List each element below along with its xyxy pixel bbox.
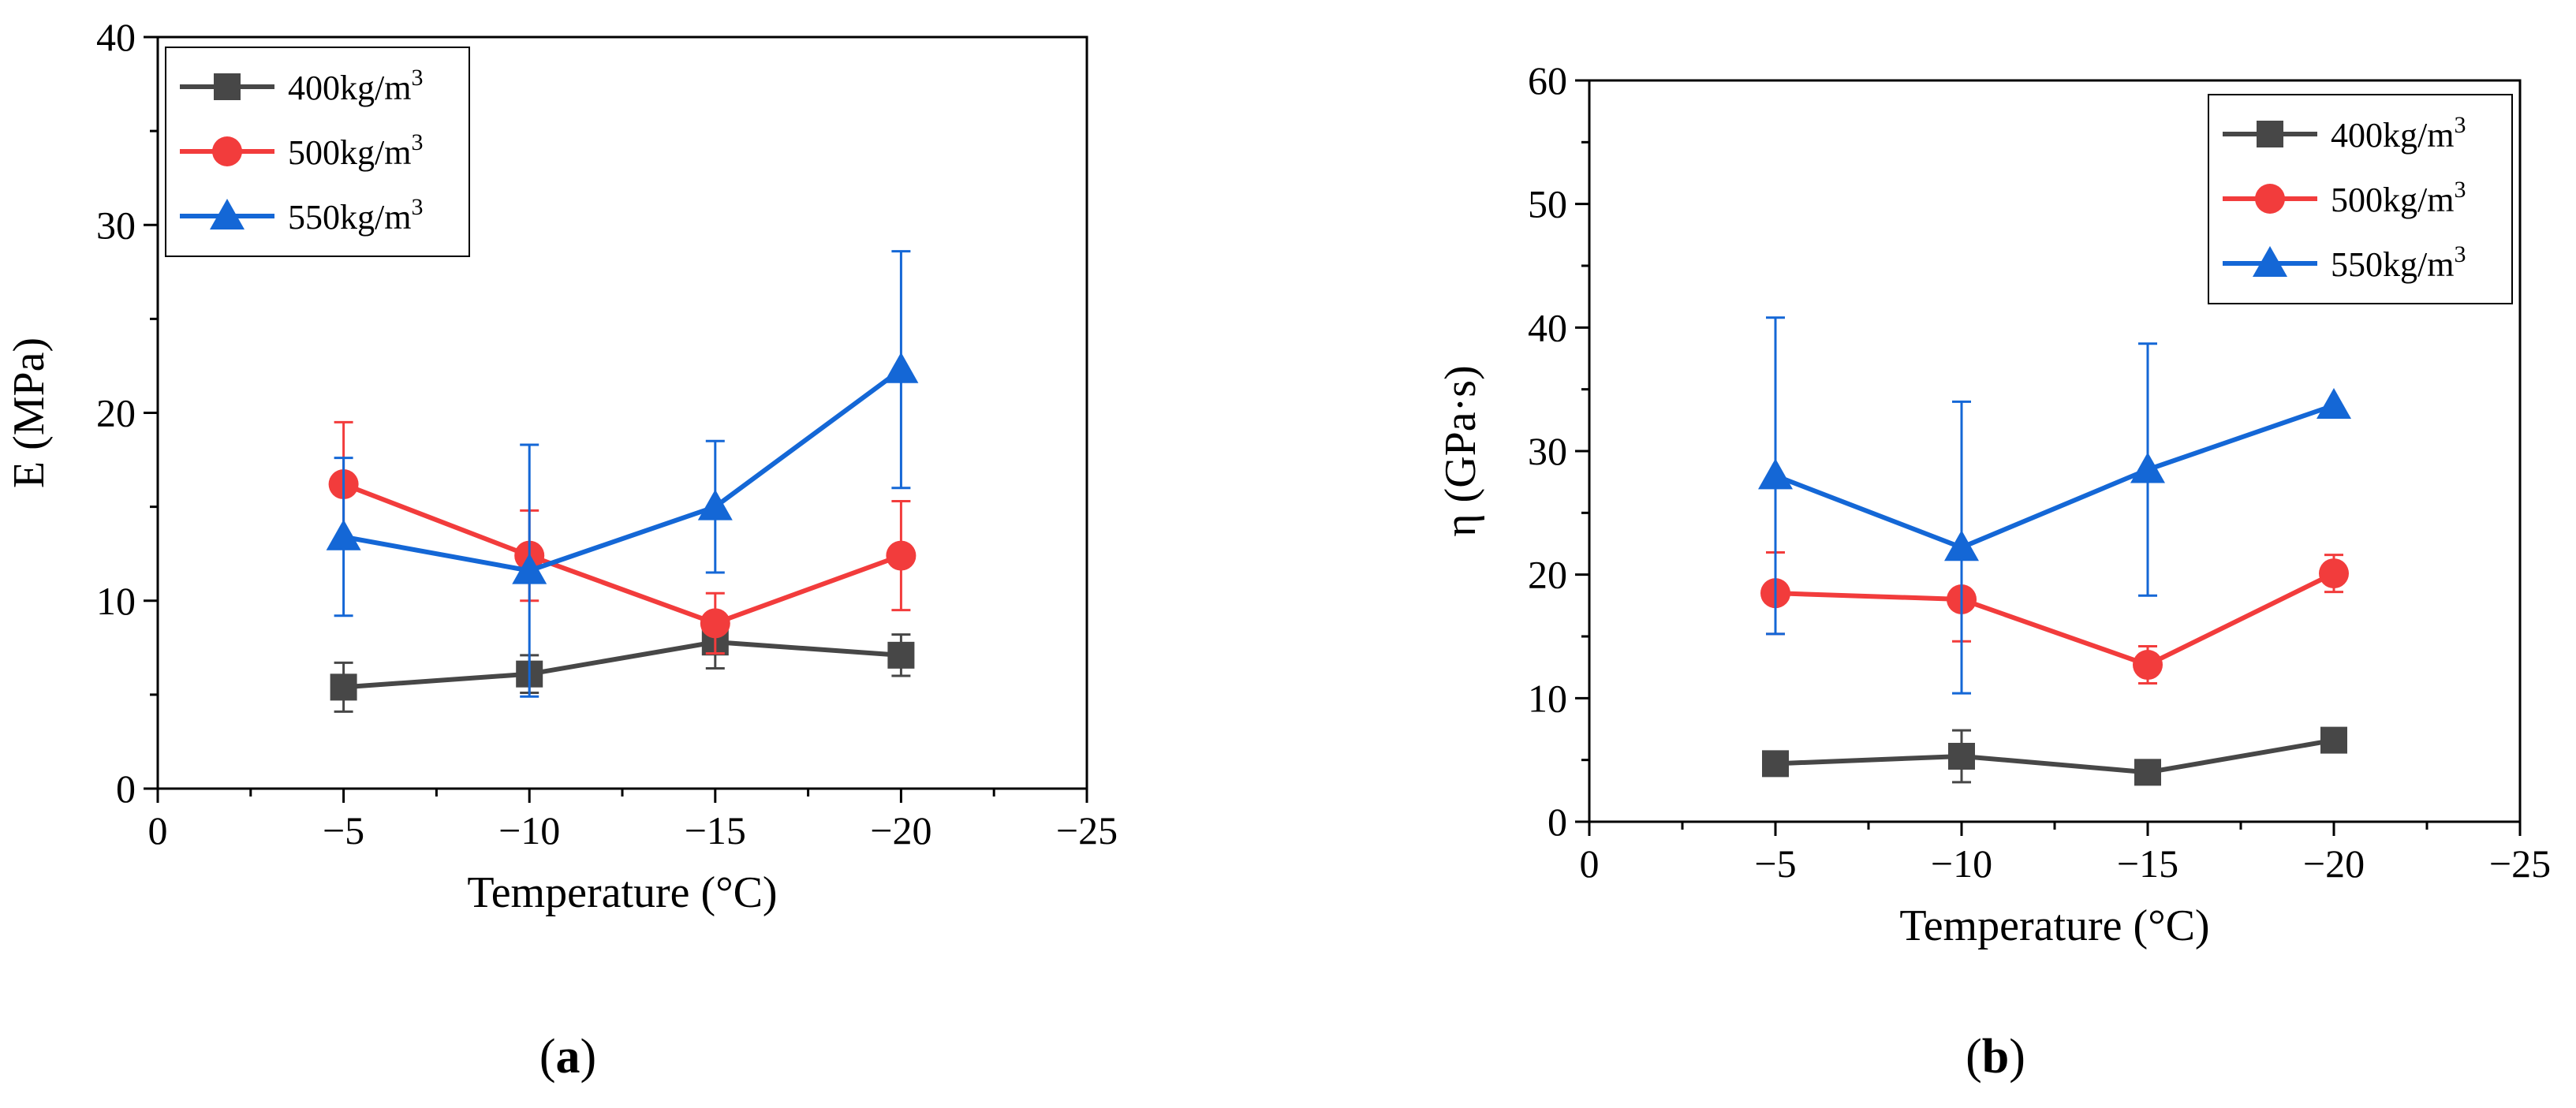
x-tick-label-a: −15 bbox=[685, 808, 746, 852]
y-tick-label-b: 0 bbox=[1547, 800, 1567, 844]
y-tick-label-b: 20 bbox=[1528, 553, 1567, 597]
x-tick-label-b: −25 bbox=[2489, 841, 2551, 886]
legend-label-circle-a: 500kg/m3 bbox=[288, 129, 423, 172]
y-tick-label-a: 20 bbox=[96, 391, 136, 435]
panel-a-label: (a) bbox=[539, 1030, 596, 1084]
data-point-triangle-a bbox=[883, 352, 919, 383]
x-axis-label-b: Temperature (°C) bbox=[1899, 901, 2209, 950]
x-axis-label-a: Temperature (°C) bbox=[467, 868, 777, 917]
x-tick-label-a: −25 bbox=[1056, 808, 1118, 852]
legend-b: 400kg/m3 500kg/m3 550kg/m3 bbox=[2208, 94, 2513, 304]
data-point-circle-b bbox=[2133, 650, 2163, 681]
x-tick-label-b: −5 bbox=[1754, 841, 1796, 886]
x-tick-label-a: 0 bbox=[148, 808, 168, 852]
legend-marker-circle-a bbox=[212, 136, 242, 166]
panel-a-chart: 0 −5 −10 −15 −20 −25 0 10 20 30 40 Temperature (°C)… bbox=[5, 15, 1118, 917]
series-line-circle-a bbox=[342, 482, 902, 626]
y-tick-label-a: 40 bbox=[96, 15, 136, 59]
series-line-square-a bbox=[343, 640, 902, 690]
data-point-triangle-b bbox=[2317, 388, 2351, 420]
data-point-square-b bbox=[2320, 726, 2347, 754]
legend-label-circle-b: 500kg/m3 bbox=[2331, 177, 2466, 219]
legend-label-square-a: 400kg/m3 bbox=[288, 65, 423, 107]
data-point-triangle-b bbox=[1944, 530, 1979, 561]
panel-b-chart: 0 −5 −10 −15 −20 −25 0 10 20 30 40 50 60 Temperature … bbox=[1436, 58, 2551, 950]
legend-label-triangle-b: 550kg/m3 bbox=[2331, 241, 2466, 284]
data-point-square-b bbox=[1948, 742, 1975, 770]
y-tick-label-b: 50 bbox=[1528, 182, 1567, 226]
y-tick-label-b: 40 bbox=[1528, 305, 1567, 349]
data-point-triangle-b bbox=[2130, 452, 2165, 483]
data-point-circle-a bbox=[700, 608, 730, 639]
legend-marker-triangle-a bbox=[210, 199, 245, 229]
data-point-square-a bbox=[330, 673, 357, 701]
data-point-circle-a bbox=[886, 540, 917, 571]
legend-marker-square-a bbox=[214, 73, 241, 100]
data-point-square-b bbox=[2134, 759, 2161, 786]
series-line-triangle-a bbox=[343, 367, 903, 573]
data-point-triangle-b bbox=[1758, 458, 1793, 490]
y-tick-label-b: 60 bbox=[1528, 58, 1567, 103]
series-line-square-b bbox=[1775, 737, 2335, 775]
x-tick-label-a: −10 bbox=[498, 808, 560, 852]
legend-marker-square-b bbox=[2257, 121, 2283, 147]
legend-marker-triangle-b bbox=[2253, 246, 2287, 277]
x-tick-label-b: 0 bbox=[1580, 841, 1600, 886]
series-line-circle-b bbox=[1775, 571, 2335, 668]
data-point-triangle-a bbox=[326, 519, 361, 550]
data-point-circle-b bbox=[2319, 558, 2349, 589]
data-point-square-b bbox=[1762, 750, 1789, 778]
data-point-square-a bbox=[887, 641, 915, 669]
data-point-triangle-a bbox=[697, 489, 733, 520]
x-tick-label-b: −20 bbox=[2303, 841, 2365, 886]
x-tick-label-a: −20 bbox=[870, 808, 931, 852]
y-axis-label-a: E (MPa) bbox=[5, 338, 54, 488]
data-point-triangle-a bbox=[512, 553, 547, 584]
panel-b-label: (b) bbox=[1966, 1030, 2025, 1084]
y-axis-label-b: η (GPa·s) bbox=[1436, 365, 1485, 536]
y-tick-label-a: 10 bbox=[96, 579, 136, 623]
x-tick-label-a: −5 bbox=[323, 808, 364, 852]
series-line-triangle-b bbox=[1774, 403, 2335, 550]
x-tick-label-b: −15 bbox=[2117, 841, 2178, 886]
y-tick-label-b: 30 bbox=[1528, 429, 1567, 473]
y-tick-label-a: 0 bbox=[116, 767, 136, 811]
legend-label-square-b: 400kg/m3 bbox=[2331, 112, 2466, 155]
legend-a: 400kg/m3 500kg/m3 550kg/m3 bbox=[165, 47, 470, 257]
legend-marker-circle-b bbox=[2255, 184, 2285, 214]
x-tick-label-b: −10 bbox=[1931, 841, 1992, 886]
legend-label-triangle-a: 550kg/m3 bbox=[288, 194, 423, 237]
y-tick-label-b: 10 bbox=[1528, 676, 1567, 720]
y-tick-label-a: 30 bbox=[96, 203, 136, 247]
